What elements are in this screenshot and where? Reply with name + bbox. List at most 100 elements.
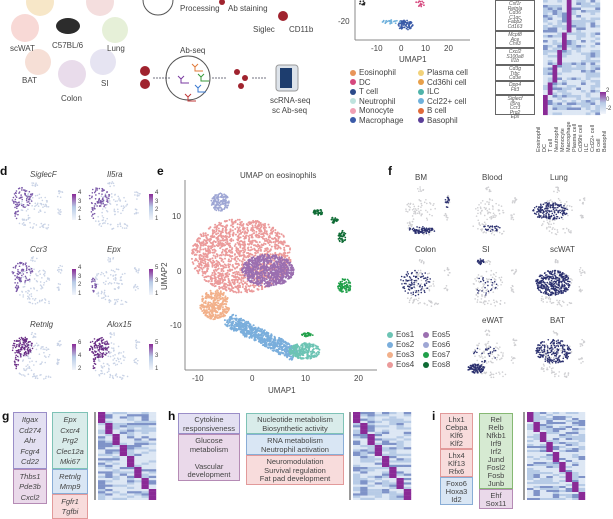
heatmap-cell bbox=[572, 3, 577, 6]
scatter-point bbox=[251, 277, 253, 279]
scatter-point bbox=[253, 279, 255, 281]
scatter-point bbox=[281, 243, 283, 245]
umap-point bbox=[96, 275, 98, 277]
heatmap-cell bbox=[591, 108, 596, 111]
scatter-point bbox=[275, 280, 277, 282]
scatter-point bbox=[247, 247, 249, 249]
expression-colorbar bbox=[72, 269, 76, 295]
heatmap-cell bbox=[562, 18, 567, 21]
umap-point bbox=[24, 283, 26, 285]
scatter-point bbox=[230, 328, 232, 330]
heatmap-cell bbox=[586, 78, 591, 81]
scatter-point bbox=[254, 249, 256, 251]
umap-point bbox=[48, 278, 50, 280]
umap-point bbox=[117, 301, 119, 303]
highlight-point bbox=[21, 187, 23, 189]
scatter-point bbox=[236, 251, 238, 253]
umap-point bbox=[45, 377, 47, 379]
heatmap-cell bbox=[591, 28, 596, 31]
scatter-point bbox=[261, 225, 263, 227]
umap-point bbox=[120, 225, 122, 227]
scatter-point bbox=[224, 204, 226, 206]
scatter-point bbox=[228, 202, 230, 204]
scatter-point bbox=[207, 246, 209, 248]
umap-point bbox=[123, 197, 125, 199]
highlight-point bbox=[102, 349, 104, 351]
scatter-point bbox=[231, 219, 233, 221]
heatmap-cell bbox=[562, 55, 567, 58]
scatter-point bbox=[202, 233, 204, 235]
scatter-point bbox=[207, 251, 209, 253]
heatmap-cell bbox=[572, 25, 577, 28]
scatter-point bbox=[229, 242, 231, 244]
heatmap-cell bbox=[572, 48, 577, 51]
umap-point bbox=[60, 196, 62, 198]
heatmap-cell bbox=[553, 35, 558, 38]
scatter-point bbox=[225, 197, 227, 199]
highlight-point bbox=[106, 352, 108, 354]
heatmap-cell bbox=[572, 108, 577, 111]
heatmap-cell bbox=[576, 93, 581, 96]
highlight-point bbox=[14, 352, 16, 354]
highlight-point bbox=[20, 356, 22, 358]
heatmap-cell bbox=[572, 50, 577, 53]
scatter-point bbox=[257, 327, 259, 329]
heatmap-cell bbox=[553, 50, 558, 53]
heatmap-cell bbox=[557, 55, 562, 58]
scatter-point bbox=[234, 256, 236, 258]
heatmap-cell bbox=[562, 5, 567, 8]
umap-point bbox=[32, 185, 34, 187]
umap-point bbox=[134, 361, 136, 363]
umap-point bbox=[101, 297, 103, 299]
scatter-point bbox=[204, 297, 206, 299]
heatmap-cell bbox=[562, 108, 567, 111]
scatter-point bbox=[220, 298, 222, 300]
scatter-point bbox=[261, 233, 263, 235]
scatter-point bbox=[206, 265, 208, 267]
umap-point bbox=[110, 356, 112, 358]
umap-point bbox=[35, 273, 37, 275]
scatter-point bbox=[359, 1, 361, 3]
highlight-point bbox=[17, 364, 19, 366]
scatter-point bbox=[242, 224, 244, 226]
scatter-point bbox=[213, 197, 215, 199]
umap-point bbox=[61, 191, 63, 193]
heatmap-cell bbox=[581, 55, 586, 58]
scatter-point bbox=[267, 239, 269, 241]
scatter-point bbox=[222, 273, 224, 275]
umap-point bbox=[96, 273, 98, 275]
umap-point bbox=[118, 353, 120, 355]
highlight-point bbox=[95, 187, 97, 189]
umap-point bbox=[112, 359, 114, 361]
scatter-point bbox=[200, 245, 202, 247]
umap-point bbox=[119, 200, 121, 202]
highlight-point bbox=[92, 290, 94, 292]
heatmap-cell bbox=[591, 0, 596, 3]
scatter-point bbox=[272, 281, 274, 283]
umap-point bbox=[115, 274, 117, 276]
scatter-point bbox=[244, 259, 246, 261]
highlight-point bbox=[16, 288, 18, 290]
scatter-point bbox=[205, 242, 207, 244]
highlight-point bbox=[26, 268, 28, 270]
heatmap-cell bbox=[548, 33, 553, 36]
scatter-point bbox=[257, 227, 259, 229]
scatter-point bbox=[259, 228, 261, 230]
heatmap-cell bbox=[548, 53, 553, 56]
umap-point bbox=[26, 210, 28, 212]
scatter-point bbox=[403, 22, 405, 24]
scatter-point bbox=[258, 282, 260, 284]
scatter-point bbox=[264, 229, 266, 231]
scatter-point bbox=[242, 271, 244, 273]
scatter-point bbox=[237, 219, 239, 221]
highlight-point bbox=[14, 360, 16, 362]
heatmap-cell bbox=[595, 8, 600, 11]
umap-point bbox=[116, 376, 118, 378]
umap-point bbox=[31, 360, 33, 362]
scatter-point bbox=[213, 293, 215, 295]
scatter-point bbox=[423, 2, 425, 4]
scatter-point bbox=[195, 253, 197, 255]
scatter-point bbox=[258, 235, 260, 237]
scatter-point bbox=[252, 284, 254, 286]
highlight-point bbox=[16, 206, 18, 208]
